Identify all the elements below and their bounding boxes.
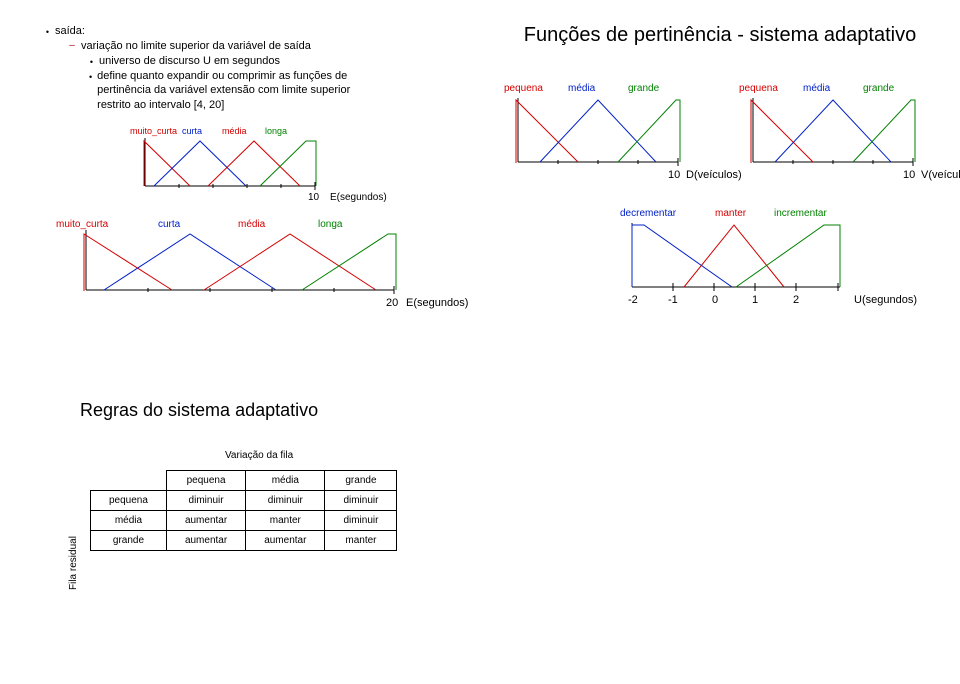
bullet-text: saída: xyxy=(55,24,85,39)
bullet-text: variação no limite superior da variável … xyxy=(81,39,311,54)
tick-small: 10 xyxy=(308,192,320,203)
table-cell: aumentar xyxy=(166,531,245,551)
table-cell: diminuir xyxy=(325,511,397,531)
rules-table: pequena média grande pequena diminuir di… xyxy=(90,470,397,551)
chart-e-segundos: muito_curta curta média longa 20 E(segun… xyxy=(56,218,426,318)
lbl-grande: grande xyxy=(863,83,895,94)
axis-small: E(segundos) xyxy=(330,192,387,203)
chart-u-segundos: decrementar manter incrementar -2 -1 0 1… xyxy=(610,205,940,315)
lbl-incrementar: incrementar xyxy=(774,208,827,219)
lbl-media: média xyxy=(238,219,266,230)
tick-u: 2 xyxy=(793,294,799,306)
bullet-dot: • xyxy=(45,26,50,38)
axis-v: V(veículos) xyxy=(921,169,960,181)
bullet-dash: – xyxy=(67,39,77,53)
table-cell: diminuir xyxy=(246,491,325,511)
lbl-curta: curta xyxy=(182,126,202,136)
table-row: grande aumentar aumentar manter xyxy=(91,531,397,551)
row-header: grande xyxy=(91,531,167,551)
chart-v-veiculos: pequena média grande 10 V(veículos) xyxy=(735,80,960,190)
axis-u: U(segundos) xyxy=(854,294,917,306)
row-header: média xyxy=(91,511,167,531)
chart-small-extensao: muito_curta curta média longa 10 E(segun… xyxy=(130,124,340,206)
lbl-longa: longa xyxy=(265,126,287,136)
table-row: pequena diminuir diminuir diminuir xyxy=(91,491,397,511)
table-cell: manter xyxy=(325,531,397,551)
lbl-muito-curta: muito_curta xyxy=(130,126,177,136)
lbl-media: média xyxy=(222,126,247,136)
lbl-muito-curta: muito_curta xyxy=(56,219,109,230)
axis-e: E(segundos) xyxy=(406,297,468,309)
lbl-decrementar: decrementar xyxy=(620,208,677,219)
lbl-pequena: pequena xyxy=(739,83,778,94)
axis-d: D(veículos) xyxy=(686,169,742,181)
tick-u: 0 xyxy=(712,294,718,306)
table-cell: aumentar xyxy=(246,531,325,551)
bullet-text: define quanto expandir ou comprimir as f… xyxy=(97,69,385,114)
row-header: pequena xyxy=(91,491,167,511)
lbl-longa: longa xyxy=(318,219,343,230)
lbl-grande: grande xyxy=(628,83,660,94)
tick-u: -1 xyxy=(668,294,678,306)
bullet-dot: • xyxy=(89,56,94,68)
bullet-dot: • xyxy=(89,71,92,83)
table-cell: diminuir xyxy=(325,491,397,511)
lbl-pequena: pequena xyxy=(504,83,543,94)
rules-title: Regras do sistema adaptativo xyxy=(80,400,420,421)
lbl-manter: manter xyxy=(715,208,747,219)
rules-caption: Variação da fila xyxy=(225,450,293,461)
col-header: média xyxy=(246,471,325,491)
chart-d-veiculos: pequena média grande 10 D(veículos) xyxy=(500,80,730,190)
table-row: média aumentar manter diminuir xyxy=(91,511,397,531)
lbl-media: média xyxy=(568,83,596,94)
col-header: grande xyxy=(325,471,397,491)
bullet-text: universo de discurso U em segundos xyxy=(99,54,280,69)
tick-u: -2 xyxy=(628,294,638,306)
table-cell: manter xyxy=(246,511,325,531)
bullet-list: • saída: –variação no limite superior da … xyxy=(45,24,385,113)
lbl-media: média xyxy=(803,83,831,94)
tick-v: 10 xyxy=(903,169,915,181)
col-header: pequena xyxy=(166,471,245,491)
rules-side-caption: Fila residual xyxy=(68,536,79,590)
table-cell: diminuir xyxy=(166,491,245,511)
table-cell: aumentar xyxy=(166,511,245,531)
title-funcoes: Funções de pertinência - sistema adaptat… xyxy=(520,24,920,47)
tick-e: 20 xyxy=(386,297,398,309)
tick-d: 10 xyxy=(668,169,680,181)
tick-u: 1 xyxy=(752,294,758,306)
lbl-curta: curta xyxy=(158,219,181,230)
